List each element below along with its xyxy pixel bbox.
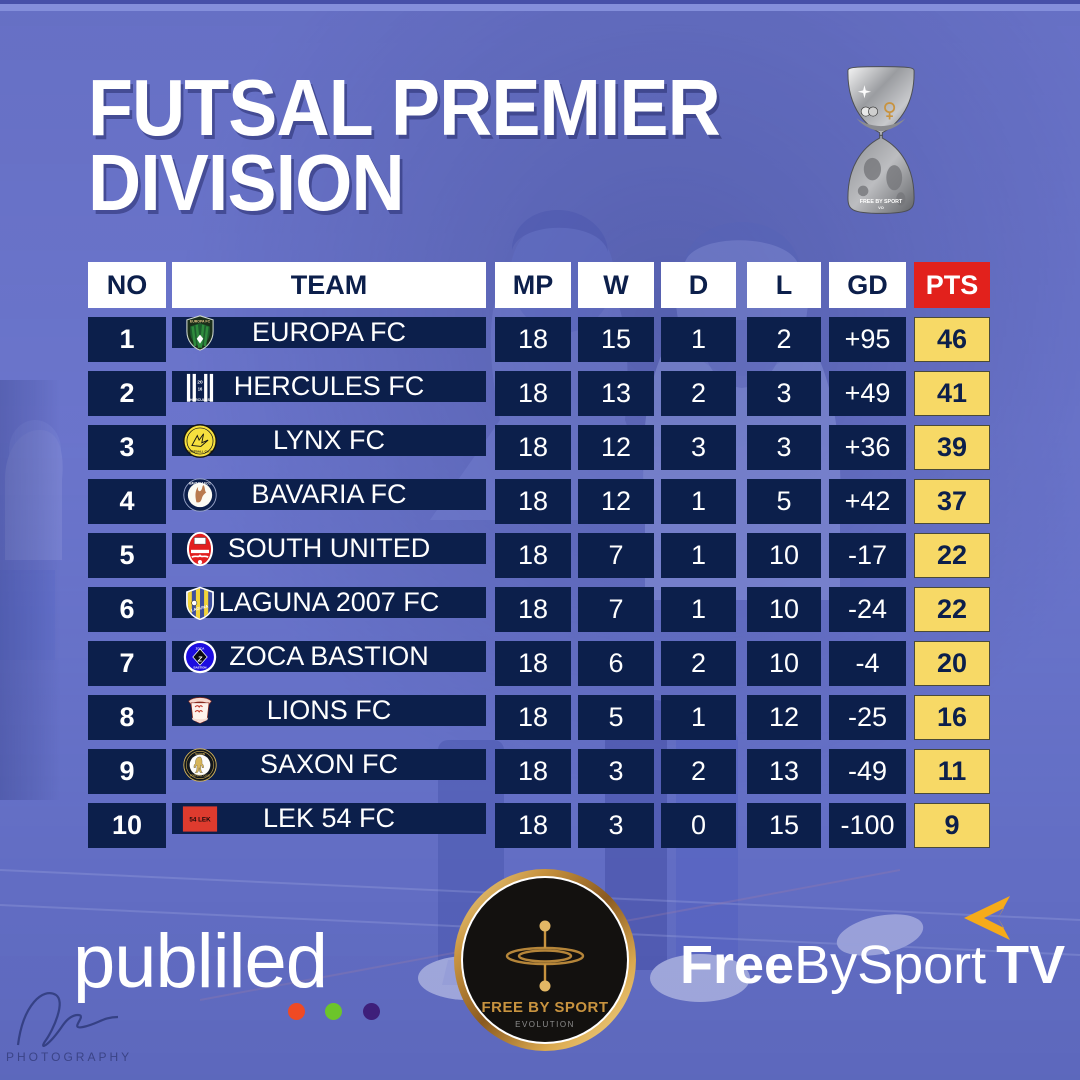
svg-text:SAXON: SAXON — [195, 752, 205, 756]
svg-text:Z: Z — [197, 654, 203, 663]
svg-text:EVOLUTION: EVOLUTION — [515, 1020, 575, 1029]
svg-text:FREE BY SPORT: FREE BY SPORT — [860, 199, 903, 205]
svg-text:BASTION: BASTION — [194, 665, 207, 669]
svg-text:EUROPA FC: EUROPA FC — [190, 319, 211, 323]
svg-text:FREE BY SPORT: FREE BY SPORT — [481, 999, 608, 1016]
svg-text:FOOTBALL CLUB: FOOTBALL CLUB — [190, 774, 210, 777]
svg-text:54 LEK: 54 LEK — [189, 816, 211, 823]
svg-text:ZOCA: ZOCA — [196, 646, 205, 650]
svg-text:20: 20 — [197, 379, 203, 385]
svg-text:BAVARIA FCC: BAVARIA FCC — [189, 481, 211, 485]
svg-text:16: 16 — [198, 386, 203, 391]
svg-text:VO: VO — [878, 205, 884, 210]
svg-text:FOOTBALL CLUB: FOOTBALL CLUB — [187, 449, 214, 453]
svg-text:HERCULES: HERCULES — [190, 397, 211, 401]
